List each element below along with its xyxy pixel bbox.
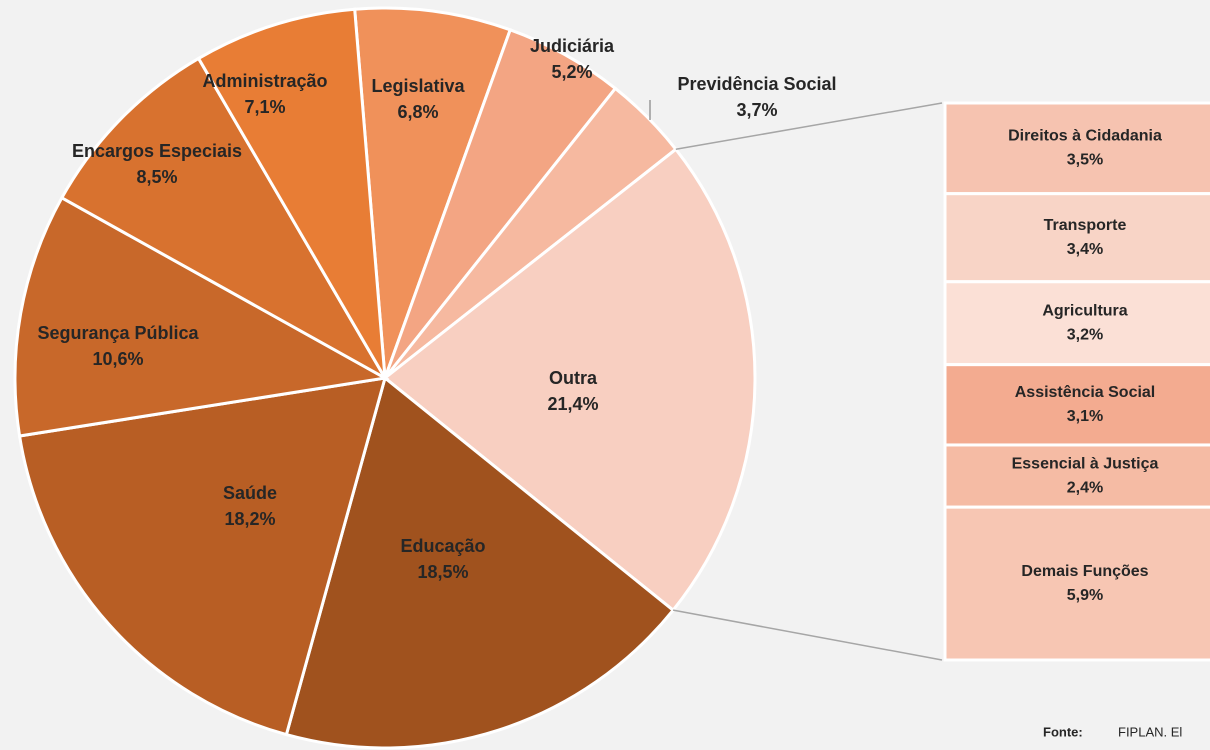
breakdown-segment bbox=[943, 192, 1210, 284]
slice-name: Outra bbox=[549, 368, 598, 388]
segment-name: Agricultura bbox=[1042, 302, 1127, 319]
segment-value: 5,9% bbox=[1067, 587, 1103, 604]
slice-name: Administração bbox=[202, 71, 327, 91]
pie-slice bbox=[17, 376, 388, 737]
breakdown-segment bbox=[943, 363, 1210, 447]
slice-value: 7,1% bbox=[244, 97, 285, 117]
segment-value: 2,4% bbox=[1067, 479, 1103, 496]
segment-name: Essencial à Justiça bbox=[1012, 455, 1159, 472]
slice-name: Segurança Pública bbox=[37, 323, 199, 343]
segment-name: Demais Funções bbox=[1021, 563, 1148, 580]
segment-name: Assistência Social bbox=[1015, 384, 1156, 401]
connector-line bbox=[672, 609, 943, 661]
slice-name: Encargos Especiais bbox=[72, 141, 242, 161]
slice-value: 8,5% bbox=[136, 167, 177, 187]
slice-value: 3,7% bbox=[736, 100, 777, 120]
connector-line bbox=[675, 102, 943, 151]
slice-name: Educação bbox=[400, 536, 485, 556]
pie-slice bbox=[59, 56, 390, 382]
source-label: Fonte: bbox=[1043, 724, 1083, 739]
pie: Legislativa 6,8% Judiciária 5,2% Previdência… bbox=[13, 6, 837, 750]
segment-value: 3,2% bbox=[1067, 326, 1103, 343]
segment-value: 3,1% bbox=[1067, 408, 1103, 425]
slice-name: Legislativa bbox=[371, 76, 465, 96]
breakdown-segment bbox=[943, 101, 1210, 196]
pie-slice bbox=[382, 147, 757, 613]
segment-value: 3,4% bbox=[1067, 241, 1103, 258]
breakdown-segment bbox=[943, 505, 1210, 662]
pie-slice bbox=[284, 375, 676, 750]
pie-slice bbox=[196, 7, 387, 379]
segment-name: Transporte bbox=[1044, 217, 1127, 234]
breakdown-bar: Direitos à Cidadania 3,5% Transporte 3,4% Ag… bbox=[672, 101, 1210, 662]
slice-value: 21,4% bbox=[547, 394, 598, 414]
segment-name: Direitos à Cidadania bbox=[1008, 128, 1162, 145]
breakdown-segment bbox=[943, 443, 1210, 509]
slice-value: 6,8% bbox=[397, 102, 438, 122]
slice-value: 5,2% bbox=[551, 62, 592, 82]
slice-name: Saúde bbox=[223, 483, 277, 503]
breakdown-segment bbox=[943, 280, 1210, 367]
slice-value: 18,2% bbox=[224, 509, 275, 529]
slice-value: 18,5% bbox=[417, 562, 468, 582]
source-text: FIPLAN. El bbox=[1118, 724, 1182, 739]
pie-slice bbox=[13, 195, 390, 438]
slice-name: Judiciária bbox=[530, 36, 615, 56]
slice-name: Previdência Social bbox=[677, 74, 836, 94]
segment-value: 3,5% bbox=[1067, 152, 1103, 169]
slice-value: 10,6% bbox=[92, 349, 143, 369]
pie-slice bbox=[353, 6, 513, 379]
